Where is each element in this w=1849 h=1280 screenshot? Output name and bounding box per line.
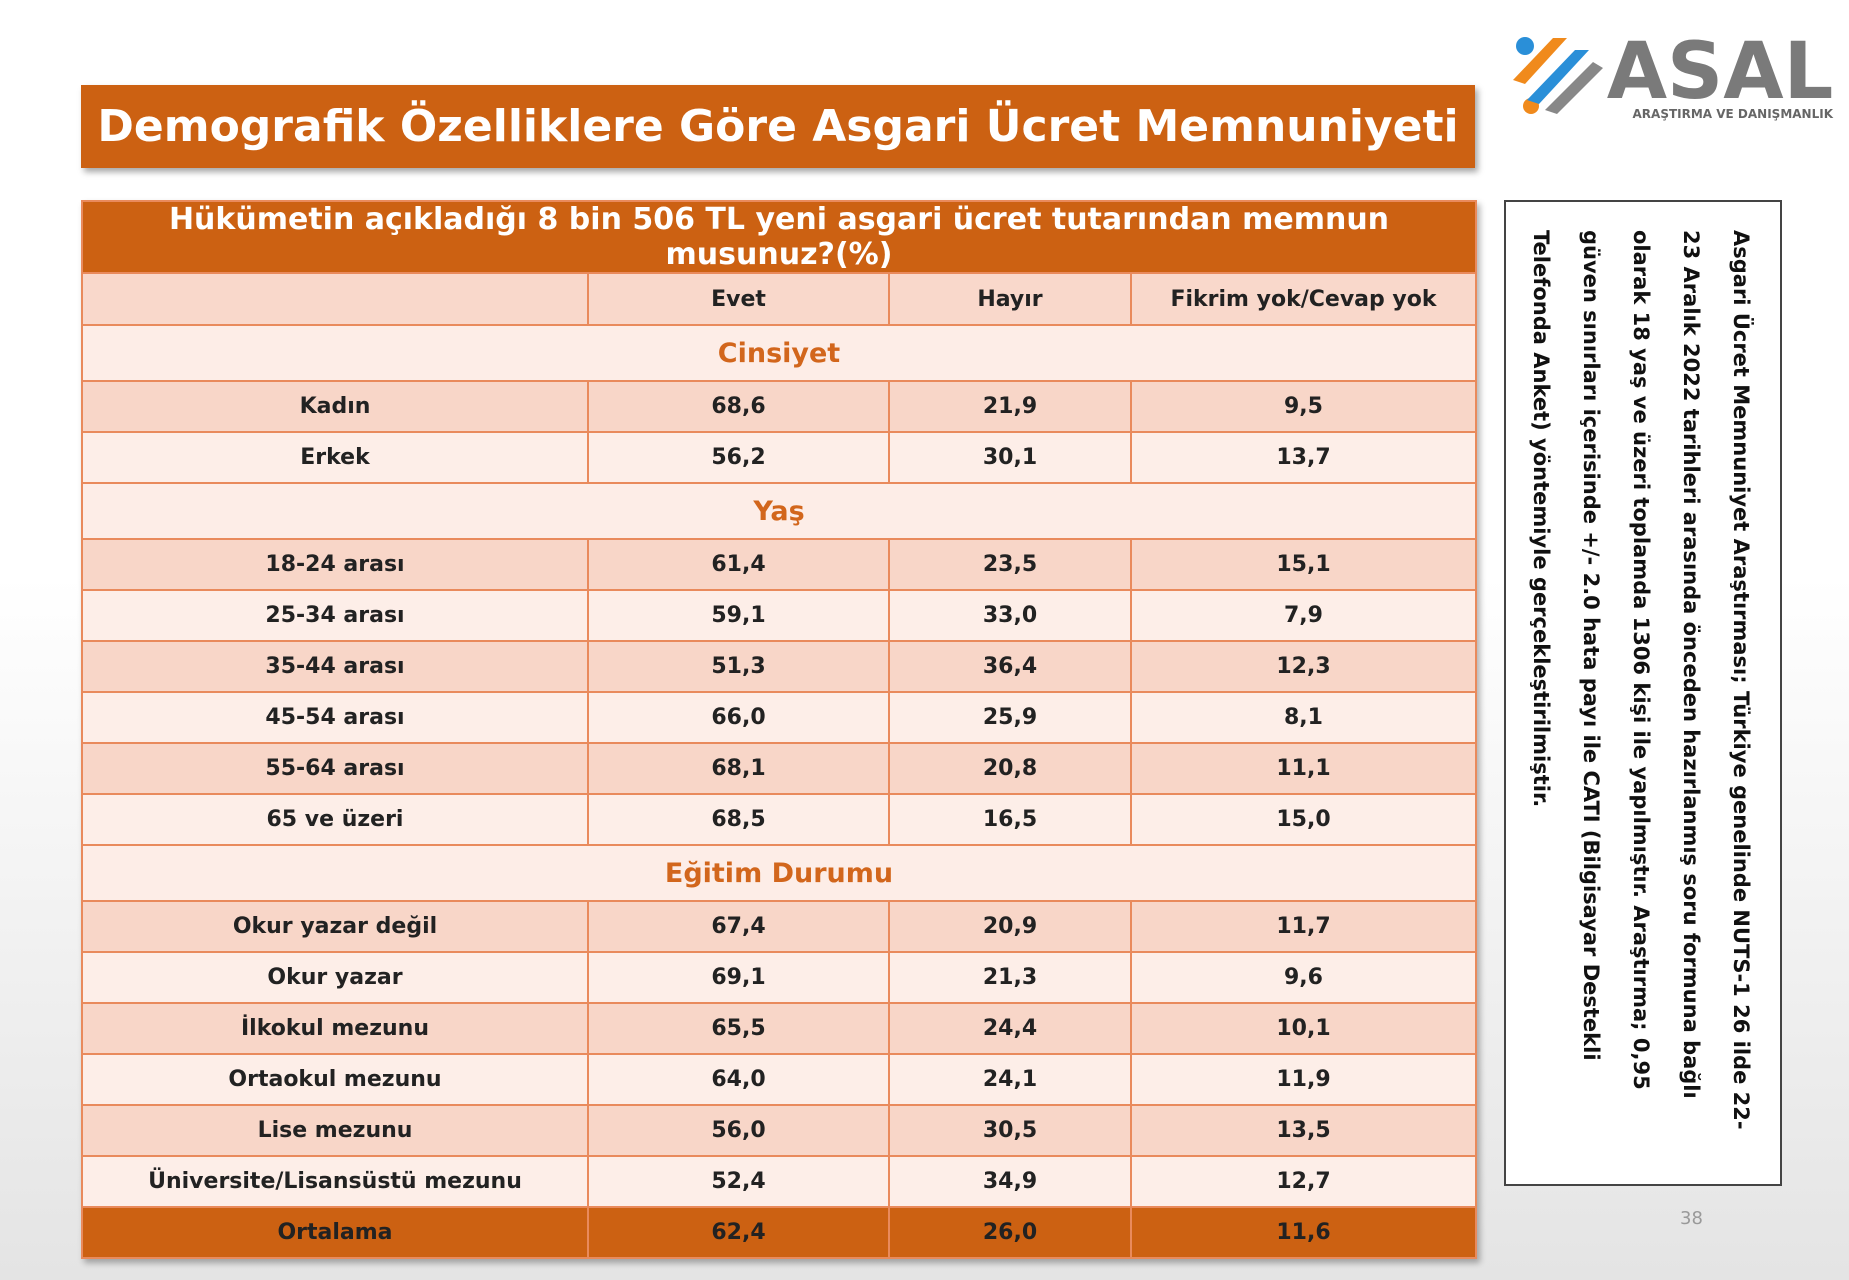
value-cell: 23,5 <box>888 538 1132 591</box>
value-cell: 8,1 <box>1130 691 1477 744</box>
data-row: Erkek 56,2 30,1 13,7 <box>81 431 1477 484</box>
logo: ASAL ARAŞTIRMA VE DANIŞMANLIK <box>1513 28 1834 121</box>
value-cell: 69,1 <box>587 951 890 1004</box>
section-row: Cinsiyet <box>81 324 1477 382</box>
value-cell: 62,4 <box>587 1206 890 1259</box>
value-cell: 68,5 <box>587 793 890 846</box>
row-label: İlkokul mezunu <box>81 1002 589 1055</box>
data-row: 18-24 arası 61,4 23,5 15,1 <box>81 538 1477 591</box>
column-header: Fikrim yok/Cevap yok <box>1130 272 1477 326</box>
row-label: 65 ve üzeri <box>81 793 589 846</box>
value-cell: 51,3 <box>587 640 890 693</box>
value-cell: 24,1 <box>888 1053 1132 1106</box>
section-row: Yaş <box>81 482 1477 540</box>
data-row: Okur yazar 69,1 21,3 9,6 <box>81 951 1477 1004</box>
value-cell: 13,7 <box>1130 431 1477 484</box>
row-label: Lise mezunu <box>81 1104 589 1157</box>
value-cell: 11,7 <box>1130 900 1477 953</box>
value-cell: 59,1 <box>587 589 890 642</box>
column-header: Evet <box>587 272 890 326</box>
value-cell: 26,0 <box>888 1206 1132 1259</box>
value-cell: 64,0 <box>587 1053 890 1106</box>
value-cell: 56,0 <box>587 1104 890 1157</box>
value-cell: 10,1 <box>1130 1002 1477 1055</box>
data-row: Okur yazar değil 67,4 20,9 11,7 <box>81 900 1477 953</box>
header-cell <box>81 272 589 326</box>
value-cell: 7,9 <box>1130 589 1477 642</box>
row-label: Ortalama <box>81 1206 589 1259</box>
value-cell: 21,9 <box>888 380 1132 433</box>
data-row: 45-54 arası 66,0 25,9 8,1 <box>81 691 1477 744</box>
value-cell: 13,5 <box>1130 1104 1477 1157</box>
average-row: Ortalama 62,4 26,0 11,6 <box>81 1206 1477 1259</box>
data-row: İlkokul mezunu 65,5 24,4 10,1 <box>81 1002 1477 1055</box>
row-label: Ortaokul mezunu <box>81 1053 589 1106</box>
table-title-row: Hükümetin açıkladığı 8 bin 506 TL yeni a… <box>81 200 1477 274</box>
section-row: Eğitim Durumu <box>81 844 1477 902</box>
section-title: Yaş <box>81 482 1477 540</box>
data-row: 55-64 arası 68,1 20,8 11,1 <box>81 742 1477 795</box>
value-cell: 20,9 <box>888 900 1132 953</box>
value-cell: 11,1 <box>1130 742 1477 795</box>
table-title: Hükümetin açıkladığı 8 bin 506 TL yeni a… <box>81 200 1477 274</box>
value-cell: 25,9 <box>888 691 1132 744</box>
value-cell: 34,9 <box>888 1155 1132 1208</box>
column-header: Hayır <box>888 272 1132 326</box>
data-row: Üniversite/Lisansüstü mezunu 52,4 34,9 12,7 <box>81 1155 1477 1208</box>
row-label: Kadın <box>81 380 589 433</box>
value-cell: 67,4 <box>587 900 890 953</box>
value-cell: 68,1 <box>587 742 890 795</box>
logo-name: ASAL <box>1607 28 1834 117</box>
row-label: 45-54 arası <box>81 691 589 744</box>
methodology-note: Asgari Ücret Memnuniyet Araştırması; Tür… <box>1504 200 1782 1186</box>
value-cell: 52,4 <box>587 1155 890 1208</box>
value-cell: 68,6 <box>587 380 890 433</box>
value-cell: 24,4 <box>888 1002 1132 1055</box>
value-cell: 9,6 <box>1130 951 1477 1004</box>
value-cell: 16,5 <box>888 793 1132 846</box>
data-row: 65 ve üzeri 68,5 16,5 15,0 <box>81 793 1477 846</box>
value-cell: 33,0 <box>888 589 1132 642</box>
value-cell: 66,0 <box>587 691 890 744</box>
row-label: Okur yazar değil <box>81 900 589 953</box>
section-title: Cinsiyet <box>81 324 1477 382</box>
value-cell: 61,4 <box>587 538 890 591</box>
slide-title: Demografik Özelliklere Göre Asgari Ücret… <box>81 85 1475 168</box>
page-number: 38 <box>1680 1208 1703 1229</box>
value-cell: 30,5 <box>888 1104 1132 1157</box>
data-row: 25-34 arası 59,1 33,0 7,9 <box>81 589 1477 642</box>
data-row: Kadın 68,6 21,9 9,5 <box>81 380 1477 433</box>
value-cell: 65,5 <box>587 1002 890 1055</box>
value-cell: 56,2 <box>587 431 890 484</box>
data-row: Ortaokul mezunu 64,0 24,1 11,9 <box>81 1053 1477 1106</box>
row-label: Okur yazar <box>81 951 589 1004</box>
value-cell: 12,3 <box>1130 640 1477 693</box>
data-row: 35-44 arası 51,3 36,4 12,3 <box>81 640 1477 693</box>
row-label: Üniversite/Lisansüstü mezunu <box>81 1155 589 1208</box>
logo-tagline: ARAŞTIRMA VE DANIŞMANLIK <box>1633 107 1834 121</box>
table: Hükümetin açıkladığı 8 bin 506 TL yeni a… <box>81 200 1477 1259</box>
row-label: 18-24 arası <box>81 538 589 591</box>
row-label: 35-44 arası <box>81 640 589 693</box>
logo-icon <box>1513 37 1603 114</box>
section-title: Eğitim Durumu <box>81 844 1477 902</box>
value-cell: 36,4 <box>888 640 1132 693</box>
value-cell: 21,3 <box>888 951 1132 1004</box>
row-label: 25-34 arası <box>81 589 589 642</box>
row-label: 55-64 arası <box>81 742 589 795</box>
value-cell: 11,6 <box>1130 1206 1477 1259</box>
value-cell: 9,5 <box>1130 380 1477 433</box>
value-cell: 12,7 <box>1130 1155 1477 1208</box>
data-row: Lise mezunu 56,0 30,5 13,5 <box>81 1104 1477 1157</box>
value-cell: 20,8 <box>888 742 1132 795</box>
value-cell: 15,0 <box>1130 793 1477 846</box>
value-cell: 11,9 <box>1130 1053 1477 1106</box>
value-cell: 30,1 <box>888 431 1132 484</box>
header-row: Evet Hayır Fikrim yok/Cevap yok <box>81 272 1477 326</box>
row-label: Erkek <box>81 431 589 484</box>
value-cell: 15,1 <box>1130 538 1477 591</box>
